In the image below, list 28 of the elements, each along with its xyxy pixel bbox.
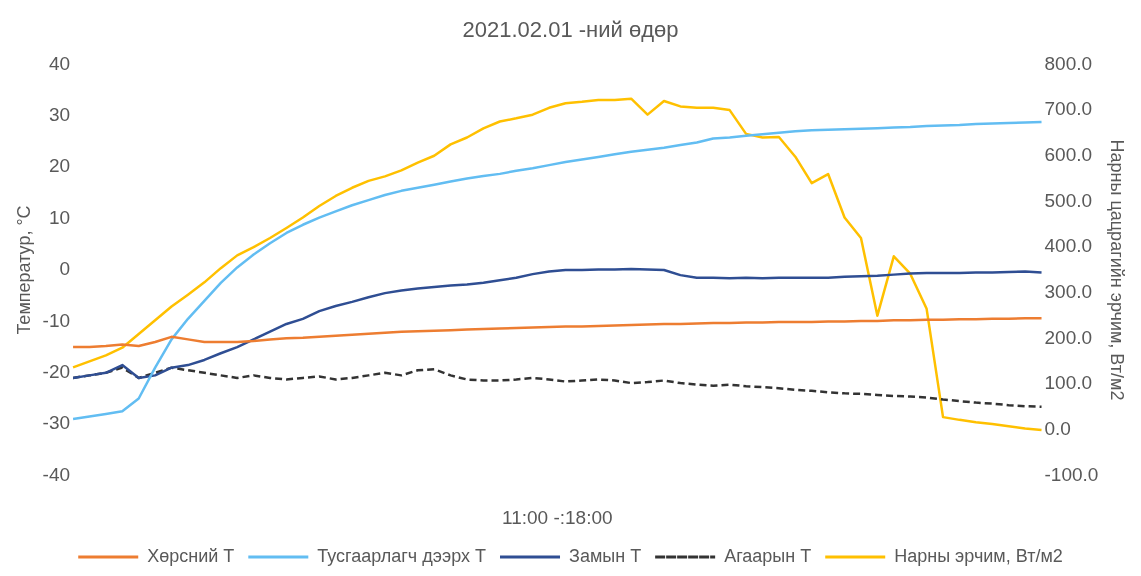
legend-label: Нарны эрчим, Вт/м2 xyxy=(894,545,1063,566)
y-tick-label: 0 xyxy=(59,258,71,280)
legend-label: Замын Т xyxy=(569,545,642,566)
y2-tick-label: 800.0 xyxy=(1044,52,1093,74)
y-tick-label: 20 xyxy=(48,155,71,177)
y-tick-label: -10 xyxy=(42,309,71,331)
y2-tick-label: 200.0 xyxy=(1044,326,1093,348)
y-tick-label: 40 xyxy=(48,52,71,74)
y2-axis-title: Нарны цацрагийн эрчим, Вт/м2 xyxy=(1107,139,1128,401)
y2-tick-label: 400.0 xyxy=(1044,235,1093,257)
y-tick-label: 30 xyxy=(48,104,71,126)
y2-tick-label: 100.0 xyxy=(1044,372,1093,394)
y-tick-label: -30 xyxy=(42,412,71,434)
legend-label: Хөрсний Т xyxy=(147,545,235,566)
x-axis-title: 11:00 -:18:00 xyxy=(502,506,613,528)
y2-tick-label: 700.0 xyxy=(1044,98,1093,120)
y2-tick-label: 500.0 xyxy=(1044,189,1093,211)
legend-label: Тусгаарлагч дээрх Т xyxy=(317,545,487,566)
y2-tick-label: 0.0 xyxy=(1044,418,1071,440)
y-tick-label: -20 xyxy=(42,361,71,383)
y-axis-title: Температур, °C xyxy=(13,205,34,335)
chart-title: 2021.02.01 -ний өдөр xyxy=(462,17,679,43)
y2-tick-label: 300.0 xyxy=(1044,281,1093,303)
legend-label: Агаарын Т xyxy=(724,545,812,566)
y-tick-label: -40 xyxy=(42,463,71,485)
y-tick-label: 10 xyxy=(48,206,71,228)
y2-tick-label: -100.0 xyxy=(1044,463,1099,485)
y2-tick-label: 600.0 xyxy=(1044,144,1093,166)
